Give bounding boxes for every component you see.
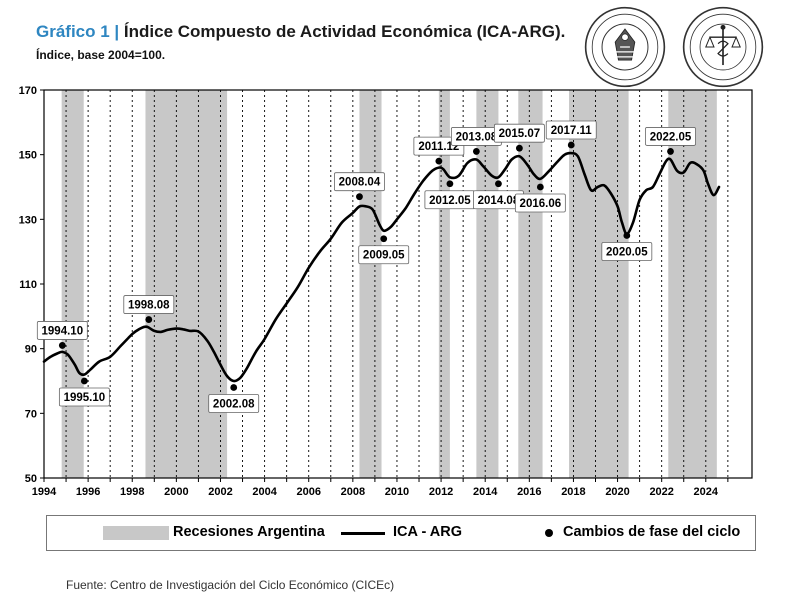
title-lead: Gráfico 1 | [36,22,120,41]
recession-band [518,90,543,478]
turning-point-dot [58,342,66,349]
recession-bands [61,90,717,478]
x-tick-label: 1994 [32,486,57,498]
x-tick-label: 2018 [561,486,585,498]
x-tick-label: 2010 [385,486,409,498]
turning-point-label-box [58,387,110,407]
legend-dot-swatch [545,529,553,537]
turning-point-label-box [36,321,88,340]
legend: Recesiones Argentina ICA - ARG Cambios d… [46,515,756,551]
x-tick-label: 2008 [341,486,365,498]
turning-point-label-box [645,127,696,146]
x-tick-label: 1998 [120,486,144,498]
x-tick-label: 2000 [164,486,188,498]
turning-point-label: 2016.06 [520,198,562,210]
turning-point-label: 2022.05 [650,131,692,143]
x-tick-label: 2012 [429,486,453,498]
turning-point-label: 1994.10 [42,325,84,337]
recession-band [145,90,228,478]
legend-line-swatch [341,532,385,535]
turning-point-dot [145,316,153,323]
y-axis-ticks: 50 70 90 110 130 150 170 [19,85,44,485]
y-tick-label: 70 [25,408,37,420]
legend-recessions-label: Recesiones Argentina [173,524,325,540]
x-tick-label: 2006 [296,486,320,498]
y-tick-label: 50 [25,473,37,485]
turning-point-dot [230,384,238,391]
turning-point-dot [567,141,575,149]
y-tick-label: 170 [19,85,37,97]
recession-band [668,90,717,478]
x-tick-label: 1996 [76,486,100,498]
turning-point-label-box [514,193,566,213]
turning-point-dot [446,180,454,188]
turning-point-label-box [334,172,385,192]
turning-point-dot [536,183,544,191]
x-tick-label: 2004 [252,486,277,498]
y-tick-label: 90 [25,344,37,356]
turning-point-label: 2009.05 [363,250,405,262]
turning-point-dot [623,232,631,239]
x-tick-label: 2016 [517,486,541,498]
turning-points: 1994.10 1995.10 1998.08 2002.08 2008.04 2009.… [36,120,696,413]
turning-point-label: 2011.12 [418,141,459,153]
turning-point-dot [356,193,363,201]
chart-subtitle: Índice, base 2004=100. [36,48,166,62]
x-tick-label: 2002 [208,486,232,498]
title-text: Índice Compuesto de Actividad Económica … [123,22,566,41]
turning-point-label: 2020.05 [606,247,648,259]
legend-series-label: ICA - ARG [393,524,463,540]
x-tick-label: 2014 [473,486,498,498]
y-tick-label: 150 [19,150,37,162]
turning-point-label: 2013.08 [456,131,498,143]
turning-point-label: 2017.11 [551,125,593,137]
turning-point-label-box [358,245,410,265]
x-tick-label: 2024 [694,486,719,498]
recession-band [569,90,629,478]
x-tick-label: 2022 [649,486,673,498]
recession-band [359,90,382,478]
turning-point-label: 2015.07 [499,128,541,140]
legend-recession-swatch [103,526,169,540]
source-note: Fuente: Centro de Investigación del Cicl… [66,578,395,592]
recession-band [61,90,84,478]
recession-band [438,90,450,478]
turning-point-label-box [601,242,653,261]
legend-turning-points-label: Cambios de fase del ciclo [563,524,741,540]
turning-point-dot [515,144,523,152]
recession-band [476,90,499,478]
x-axis-ticks: 1994 1996 1998 2000 2002 2004 2006 2008 2010 2012… [32,478,729,498]
turning-point-dot [435,157,443,165]
turning-point-dot [472,148,480,155]
ica-arg-series-line [42,151,721,383]
turning-point-label: 2002.08 [213,398,255,410]
turning-point-label-box [545,120,597,140]
turning-point-dot [667,148,674,155]
turning-point-label: 1998.08 [128,300,170,312]
turning-point-label: 2014.08 [478,195,520,207]
turning-point-label-box [123,295,175,314]
turning-point-label: 1995.10 [64,392,106,404]
turning-point-dot [380,235,388,243]
turning-point-label: 2008.04 [339,177,381,189]
x-tick-label: 2020 [605,486,629,498]
rosario-seal-icon [682,6,764,88]
turning-point-label-box [493,123,545,143]
chart-title: Gráfico 1 | Índice Compuesto de Activida… [36,22,565,42]
y-tick-label: 110 [19,279,37,291]
turning-point-label: 2012.05 [429,195,471,207]
turning-point-label-box [208,394,260,413]
y-tick-label: 130 [19,214,37,226]
santa-fe-seal-icon [584,6,666,88]
turning-point-dot [80,377,88,385]
turning-point-dot [495,180,502,188]
